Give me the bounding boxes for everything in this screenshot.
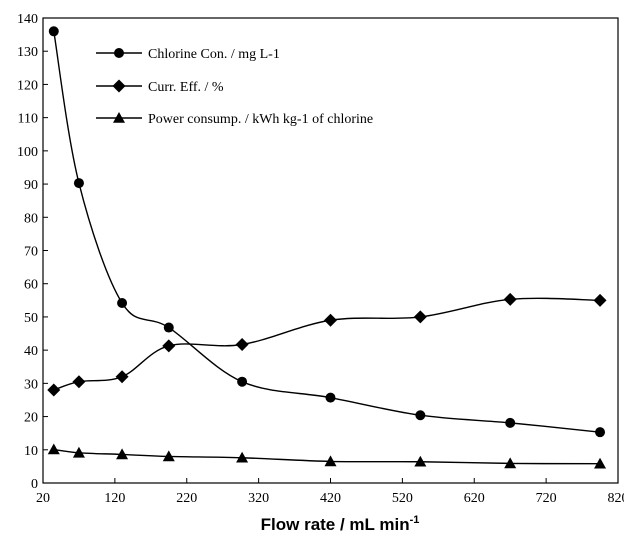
- y-tick-label: 60: [24, 278, 38, 293]
- series-diamond: [47, 292, 607, 397]
- data-point-diamond: [235, 337, 249, 351]
- y-tick-label: 130: [17, 45, 38, 60]
- legend-label: Chlorine Con. / mg L-1: [148, 47, 280, 62]
- data-point-diamond: [413, 310, 427, 324]
- data-point-diamond: [503, 292, 517, 306]
- y-tick-label: 80: [24, 211, 38, 226]
- data-point-triangle: [47, 443, 60, 455]
- data-point-triangle: [72, 446, 85, 458]
- legend-item-triangle: Power consump. / kWh kg-1 of chlorine: [96, 112, 373, 127]
- data-point-circle: [73, 178, 84, 189]
- data-point-diamond: [72, 375, 86, 389]
- legend-marker-circle: [114, 48, 124, 58]
- legend: Chlorine Con. / mg L-1 Curr. Eff. / % Powe…: [96, 47, 373, 127]
- y-tick-label: 100: [17, 145, 38, 160]
- x-axis-title-text: Flow rate / mL min: [261, 515, 410, 534]
- data-point-circle: [415, 410, 426, 421]
- legend-item-diamond: Curr. Eff. / %: [96, 79, 224, 95]
- data-point-diamond: [593, 293, 607, 307]
- series-triangle: [47, 443, 607, 469]
- data-point-circle: [237, 376, 248, 387]
- x-axis-title: Flow rate / mL min-1: [261, 514, 420, 534]
- data-point-triangle: [116, 448, 129, 460]
- x-tick-label: 220: [176, 491, 197, 506]
- y-tick-label: 50: [24, 311, 38, 326]
- legend-marker-diamond: [112, 79, 126, 93]
- series-line-diamond: [53, 297, 601, 391]
- y-tick-label: 10: [24, 444, 38, 459]
- data-point-triangle: [414, 455, 427, 467]
- x-tick-label: 120: [104, 491, 125, 506]
- series-line-triangle: [53, 448, 601, 465]
- legend-item-circle: Chlorine Con. / mg L-1: [96, 47, 280, 62]
- data-point-diamond: [115, 370, 129, 384]
- series-circle: [48, 26, 606, 438]
- y-tick-label: 90: [24, 178, 38, 193]
- data-point-circle: [48, 26, 59, 37]
- data-point-diamond: [47, 383, 61, 397]
- x-tick-label: 20: [36, 491, 50, 506]
- data-point-circle: [325, 392, 336, 403]
- x-tick-label: 620: [464, 491, 485, 506]
- legend-marker-triangle: [113, 112, 125, 123]
- y-tick-label: 70: [24, 245, 38, 260]
- data-point-circle: [163, 322, 174, 333]
- data-point-circle: [595, 427, 606, 438]
- x-tick-label: 420: [320, 491, 341, 506]
- legend-label: Curr. Eff. / %: [148, 80, 224, 95]
- x-tick-label: 820: [608, 491, 624, 506]
- series-layer: [47, 26, 607, 469]
- data-point-circle: [505, 417, 516, 428]
- x-axis-title-superscript: -1: [410, 514, 420, 526]
- y-tick-label: 0: [31, 477, 38, 492]
- y-tick-label: 30: [24, 377, 38, 392]
- plot-frame: [42, 17, 619, 484]
- data-point-triangle: [324, 455, 337, 467]
- y-tick-label: 110: [18, 112, 38, 127]
- y-tick-label: 40: [24, 344, 38, 359]
- data-point-diamond: [324, 313, 337, 327]
- data-point-diamond: [162, 339, 176, 353]
- data-point-triangle: [504, 457, 517, 469]
- series-line-circle: [53, 31, 601, 433]
- data-point-circle: [117, 297, 128, 308]
- y-tick-label: 120: [17, 78, 38, 93]
- data-point-triangle: [594, 457, 607, 469]
- x-tick-label: 320: [248, 491, 269, 506]
- legend-label: Power consump. / kWh kg-1 of chlorine: [148, 112, 373, 127]
- x-tick-label: 720: [536, 491, 557, 506]
- y-tick-label: 20: [24, 411, 38, 426]
- data-point-triangle: [236, 451, 249, 463]
- x-tick-label: 520: [392, 491, 413, 506]
- data-point-triangle: [162, 450, 175, 462]
- y-tick-label: 140: [17, 12, 38, 27]
- axes: 0 10 20 30 40 50 60 70 80 90 100 110 120 130 140 20 120 2…: [17, 12, 624, 506]
